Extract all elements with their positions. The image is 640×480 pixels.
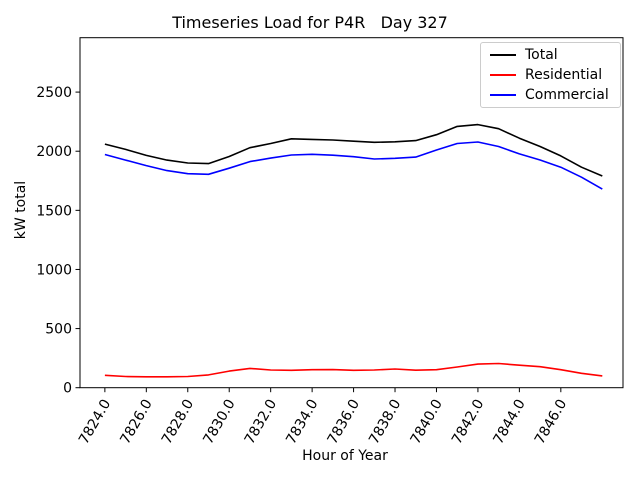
x-axis-label: Hour of Year bbox=[302, 448, 388, 464]
x-tick-label: 7844.0 bbox=[490, 397, 528, 447]
x-tick-label: 7834.0 bbox=[283, 397, 321, 447]
series-line-commercial bbox=[104, 141, 603, 190]
y-tick-label: 1000 bbox=[36, 262, 72, 278]
x-tick-label: 7846.0 bbox=[532, 397, 570, 447]
x-tick-label: 7828.0 bbox=[159, 397, 197, 447]
y-tick-label: 2500 bbox=[36, 85, 72, 101]
legend-item-total: Total bbox=[481, 48, 620, 62]
residential-line-swatch bbox=[490, 74, 516, 76]
x-tick-label: 7842.0 bbox=[449, 397, 487, 447]
x-tick-label: 7840.0 bbox=[408, 397, 446, 447]
legend-item-residential: Residential bbox=[481, 68, 620, 82]
axes-frame bbox=[79, 37, 624, 389]
legend-label: Total bbox=[525, 47, 558, 63]
y-tick-label: 0 bbox=[63, 381, 72, 397]
series-line-total bbox=[104, 123, 603, 177]
y-tick-label: 2000 bbox=[36, 144, 72, 160]
legend-label: Residential bbox=[525, 67, 603, 83]
x-tick-label: 7838.0 bbox=[366, 397, 404, 447]
x-tick-label: 7830.0 bbox=[200, 397, 238, 447]
x-tick-label: 7832.0 bbox=[242, 397, 280, 447]
y-tick-label: 1500 bbox=[36, 203, 72, 219]
x-tick-label: 7826.0 bbox=[117, 397, 155, 447]
chart-title: Timeseries Load for P4R Day 327 bbox=[172, 13, 448, 32]
total-line-swatch bbox=[490, 54, 516, 56]
x-tick-label: 7836.0 bbox=[325, 397, 363, 447]
x-tick-label: 7824.0 bbox=[76, 397, 114, 447]
commercial-line-swatch bbox=[490, 94, 516, 96]
legend-label: Commercial bbox=[525, 87, 609, 103]
series-line-residential bbox=[104, 362, 603, 378]
legend: Total Residential Commercial bbox=[480, 42, 621, 108]
y-tick-label: 500 bbox=[45, 322, 72, 338]
legend-item-commercial: Commercial bbox=[481, 88, 620, 102]
